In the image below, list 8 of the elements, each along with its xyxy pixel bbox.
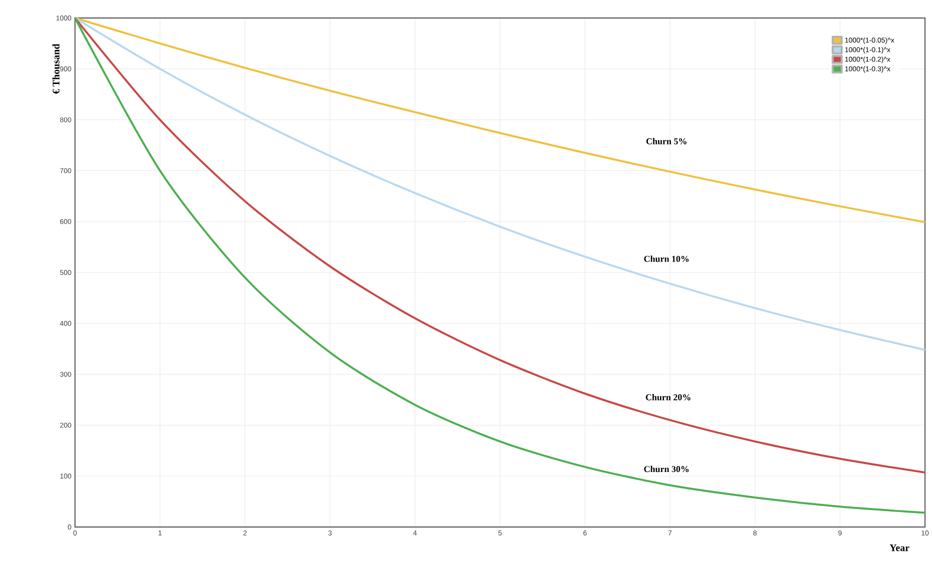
annotation: Churn 10% [644,256,689,262]
line-series [74,16,926,224]
line-series [74,16,926,351]
annotation: Churn 20% [646,394,690,400]
annotation: Churn 5% [646,138,686,144]
x-axis-title: Year [890,544,910,552]
annotation: Churn 30% [644,466,689,472]
y-axis-title: € Thousand [52,44,60,94]
